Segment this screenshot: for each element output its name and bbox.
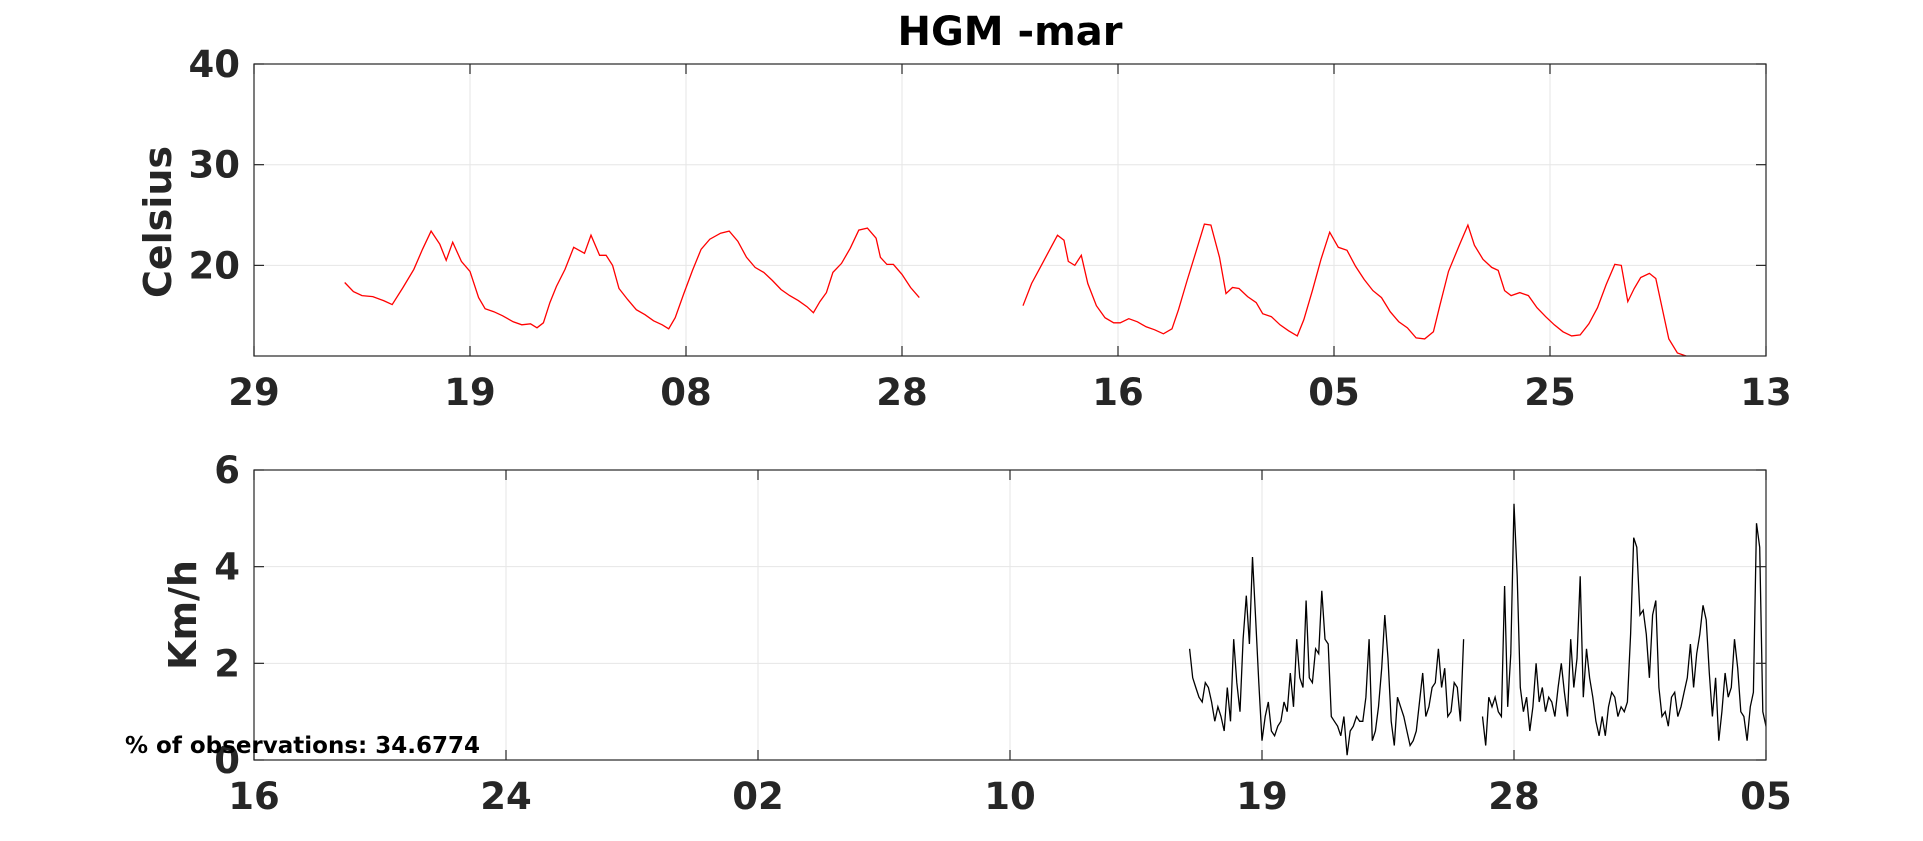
wind-ytick-label-1: 2 bbox=[214, 642, 240, 685]
temperature-xtick-label-3: 28 bbox=[876, 371, 928, 414]
wind-xtick-label-0: 16 bbox=[228, 775, 280, 818]
temperature-series-line-1 bbox=[1022, 223, 1687, 356]
temperature-xtick-label-5: 05 bbox=[1308, 371, 1360, 414]
temperature-ytick-label-1: 30 bbox=[189, 144, 241, 187]
temperature-ytick-label-2: 40 bbox=[189, 43, 241, 86]
temperature-xtick-label-2: 08 bbox=[660, 371, 712, 414]
wind-xtick-label-2: 02 bbox=[732, 775, 784, 818]
temperature-xtick-label-6: 25 bbox=[1524, 371, 1576, 414]
wind-ytick-label-2: 4 bbox=[214, 546, 240, 589]
wind-y-axis-label: Km/h bbox=[161, 560, 205, 670]
temperature-xtick-label-1: 19 bbox=[444, 371, 496, 414]
temperature-xtick-label-4: 16 bbox=[1092, 371, 1144, 414]
wind-ytick-label-3: 6 bbox=[214, 449, 240, 492]
wind-xtick-label-4: 19 bbox=[1236, 775, 1288, 818]
temperature-panel: 29 19 08 28 16 05 25 13 20 30 40 Celsius bbox=[136, 43, 1792, 414]
wind-xtick-label-3: 10 bbox=[984, 775, 1036, 818]
temperature-y-axis-label: Celsius bbox=[136, 146, 180, 298]
temperature-ytick-label-0: 20 bbox=[189, 244, 241, 287]
temperature-xtick-label-0: 29 bbox=[228, 371, 280, 414]
wind-xtick-label-6: 05 bbox=[1740, 775, 1792, 818]
temperature-series-line-0 bbox=[344, 227, 920, 330]
wind-series-line-1 bbox=[1481, 503, 1766, 746]
observations-note: % of observations: 34.6774 bbox=[125, 733, 480, 759]
wind-xtick-label-1: 24 bbox=[480, 775, 532, 818]
temperature-axes-frame bbox=[253, 63, 1767, 357]
temperature-xtick-label-7: 13 bbox=[1740, 371, 1792, 414]
chart-title: HGM -mar bbox=[897, 9, 1122, 55]
wind-xtick-label-5: 28 bbox=[1488, 775, 1540, 818]
wind-ytick-label-0: 0 bbox=[214, 739, 240, 782]
wind-series-line-0 bbox=[1188, 556, 1465, 756]
